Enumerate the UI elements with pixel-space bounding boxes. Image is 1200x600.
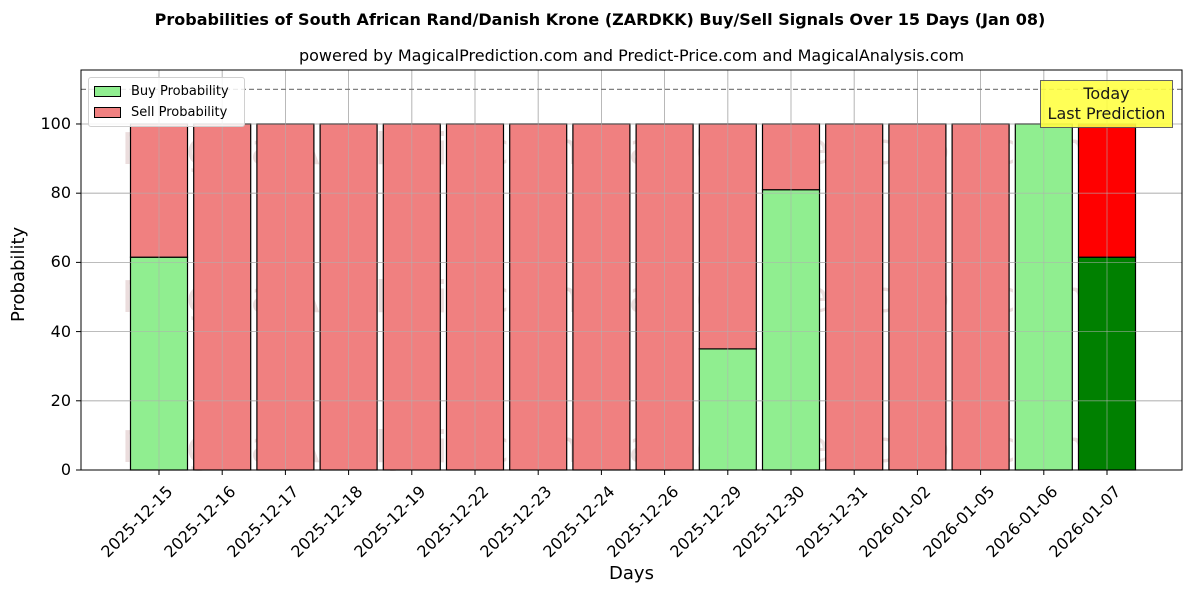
legend-item-sell: Sell Probability — [94, 104, 227, 120]
axis-ticks — [76, 123, 1108, 475]
annotation-line-1: Today — [1083, 84, 1130, 103]
y-tick-label: 40 — [50, 321, 71, 341]
x-axis-label: Days — [609, 563, 654, 584]
legend-item-buy: Buy Probability — [94, 83, 229, 99]
legend-swatch-sell — [94, 106, 121, 118]
y-tick-label: 20 — [50, 390, 71, 410]
y-tick-label: 80 — [50, 183, 71, 203]
chart-title: Probabilities of South African Rand/Dani… — [154, 10, 1046, 29]
y-tick-label: 100 — [40, 113, 71, 133]
chart-subtitle: powered by MagicalPrediction.com and Pre… — [298, 46, 965, 65]
y-tick-label: 0 — [60, 460, 71, 479]
today-annotation: Today Last Prediction — [1040, 80, 1173, 128]
plot-frame — [80, 69, 1183, 471]
legend: Buy Probability Sell Probability — [88, 77, 245, 127]
bars — [81, 70, 1182, 471]
annotation-line-2: Last Prediction — [1047, 104, 1166, 123]
legend-label-sell: Sell Probability — [131, 104, 228, 120]
legend-swatch-buy — [94, 85, 121, 97]
y-tick-label: 60 — [50, 252, 71, 272]
legend-label-buy: Buy Probability — [131, 83, 229, 99]
